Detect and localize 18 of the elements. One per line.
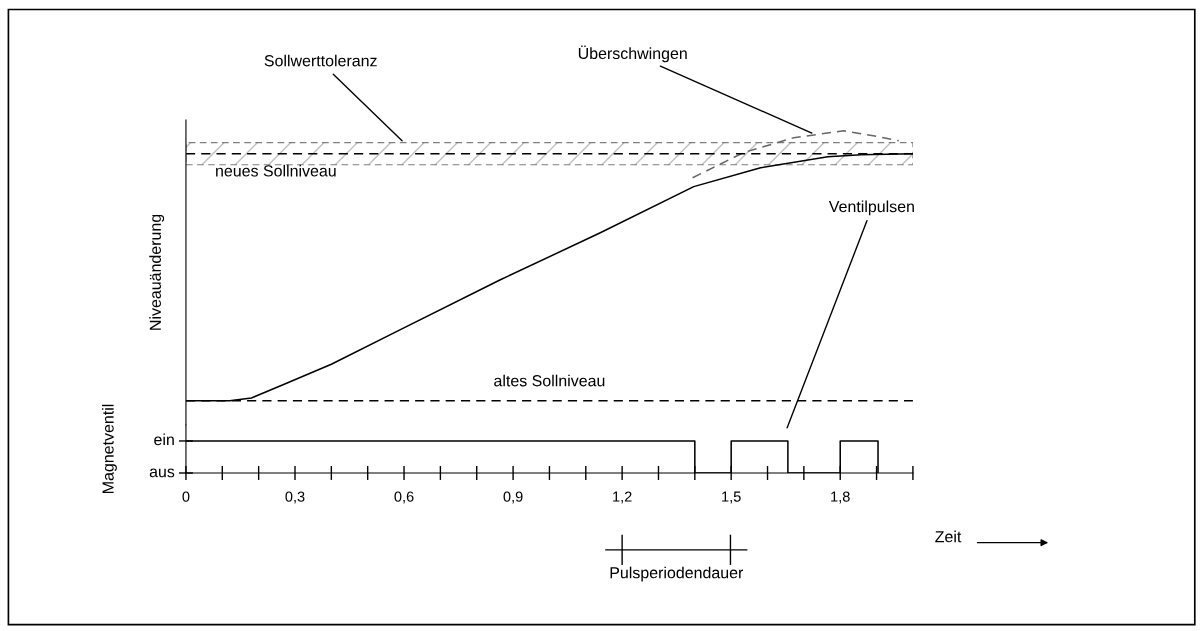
text: ein <box>154 433 174 446</box>
x-tick-label: 1,8 <box>831 491 850 504</box>
x-tick-label: 0,3 <box>285 491 305 504</box>
text: Pulsperiodendauer <box>610 566 744 582</box>
x-tick-label: 1,5 <box>722 491 741 504</box>
text: aus <box>149 468 175 478</box>
band-label: Sollwerttoleranz <box>264 54 377 67</box>
y-axis-title: Magnetventil <box>102 404 117 493</box>
annotation: Ventilpulsen <box>828 200 914 216</box>
x-tick-label: 0,6 <box>394 491 414 504</box>
y-axis-title: Niveauänderung <box>149 214 165 330</box>
x-axis-title: Zeit <box>935 530 962 543</box>
text: Überschwingen <box>578 45 687 63</box>
x-tick-label: 1,2 <box>613 491 632 504</box>
x-tick-label: 0,9 <box>503 491 523 504</box>
ref-line-label: altes Sollniveau <box>494 374 605 387</box>
ref-line-label: neues Sollniveau <box>216 164 336 177</box>
x-tick-label: 0 <box>182 491 190 502</box>
